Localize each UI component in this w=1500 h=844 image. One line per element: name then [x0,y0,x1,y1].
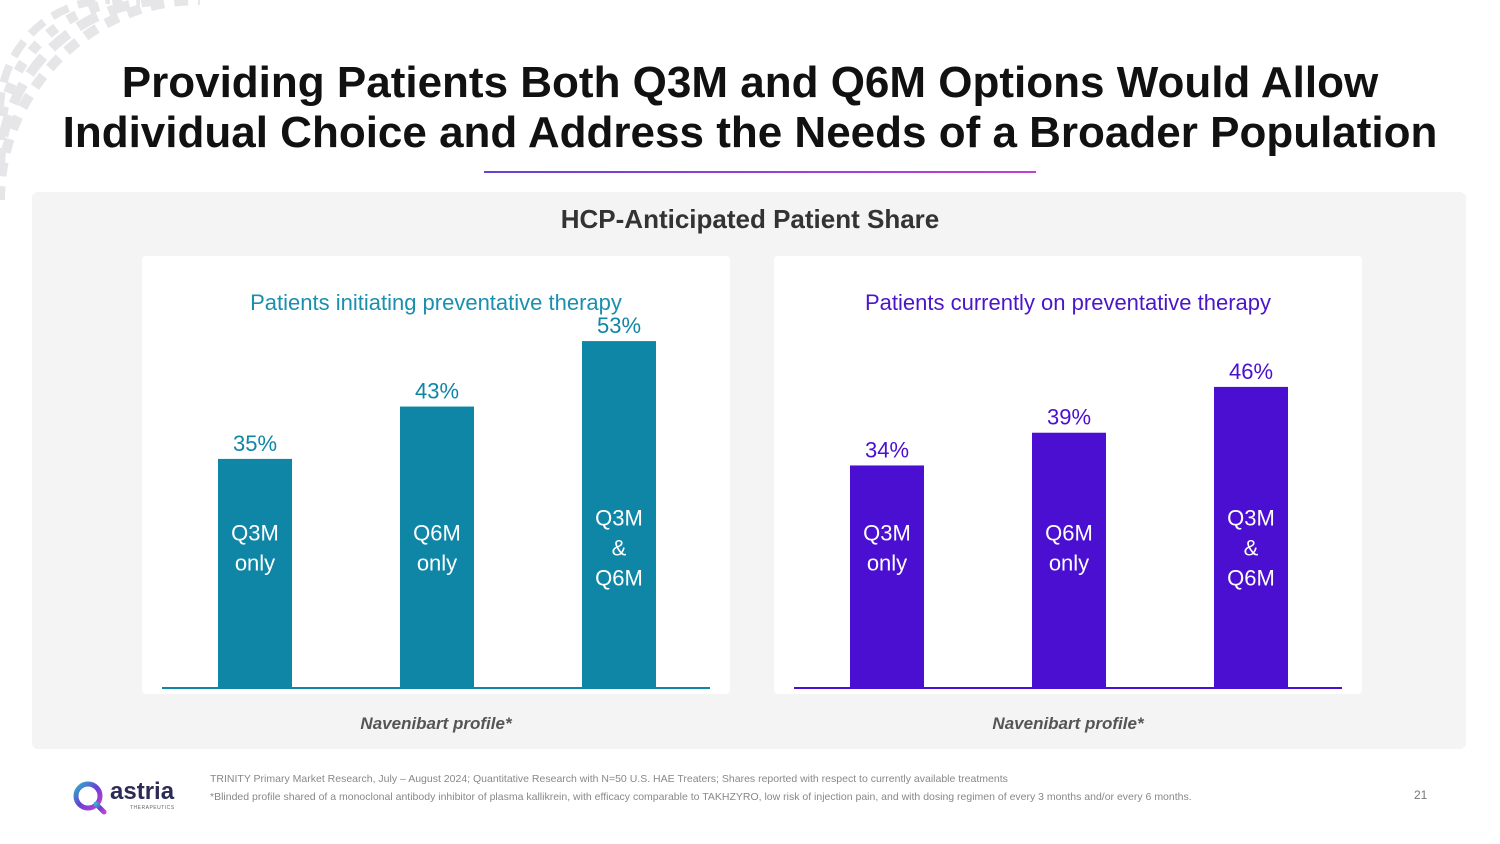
logo-subtitle: THERAPEUTICS [130,805,175,811]
bar-label-current-3-line-1: Q3M [1227,506,1275,531]
bar-label-initiating-2-line-1: Q6M [413,521,461,546]
x-axis-label-current: Navenibart profile* [992,714,1144,733]
slide-title-line-1: Providing Patients Both Q3M and Q6M Opti… [121,58,1379,107]
bar-label-initiating-1-line-1: Q3M [231,521,279,546]
value-label-current-1: 34% [865,437,909,462]
bar-chart-current: 34% Q3M only 39% Q6M only 46% Q3M & Q6M [794,359,1342,689]
bar-initiating-1 [218,458,292,688]
page-number: 21 [1414,788,1428,802]
slide-title-line-2: Individual Choice and Address the Needs … [62,108,1438,157]
logo-wordmark: astria [110,778,175,805]
title-underline [484,171,1036,173]
bar-initiating-2 [400,406,474,688]
value-label-initiating-3: 53% [597,313,641,338]
chart-card-initiating: Patients initiating preventative therapy… [142,256,730,694]
value-label-initiating-2: 43% [415,379,459,404]
bar-label-current-2-line-2: only [1049,551,1089,576]
bar-label-current-1-line-2: only [867,551,907,576]
bar-initiating-3 [582,341,656,688]
bar-label-initiating-3-line-3: Q6M [595,566,643,591]
bar-current-1 [850,465,924,688]
bar-current-2 [1032,432,1106,688]
panel-title: HCP-Anticipated Patient Share [560,204,940,234]
chart-card-current: Patients currently on preventative thera… [774,256,1362,694]
footnote-line-1: TRINITY Primary Market Research, July – … [210,773,1008,785]
footnote: TRINITY Primary Market Research, July – … [210,770,1220,806]
astria-logo-icon [73,781,107,815]
bar-label-initiating-3-line-1: Q3M [595,506,643,531]
bar-label-current-3-line-2: & [1244,536,1259,561]
bar-label-initiating-1-line-2: only [235,551,275,576]
decorative-arcs-icon [0,0,201,201]
footnote-line-2: *Blinded profile shared of a monoclonal … [210,791,1192,803]
value-label-current-3: 46% [1229,359,1273,384]
value-label-initiating-1: 35% [233,431,277,456]
bar-label-initiating-3-line-2: & [612,536,627,561]
bar-label-current-2-line-1: Q6M [1045,521,1093,546]
bar-label-current-3-line-3: Q6M [1227,566,1275,591]
chart-title-current: Patients currently on preventative thera… [864,290,1271,315]
chart-title-initiating: Patients initiating preventative therapy [250,290,622,315]
slide-title: Providing Patients Both Q3M and Q6M Opti… [0,58,1500,158]
bar-label-current-1-line-1: Q3M [863,521,911,546]
x-axis-label-initiating: Navenibart profile* [360,714,512,733]
bar-chart-initiating: 35% Q3M only 43% Q6M only 53% Q3M & Q6M [162,313,710,689]
bar-current-3 [1214,386,1288,688]
bar-label-initiating-2-line-2: only [417,551,457,576]
value-label-current-2: 39% [1047,405,1091,430]
